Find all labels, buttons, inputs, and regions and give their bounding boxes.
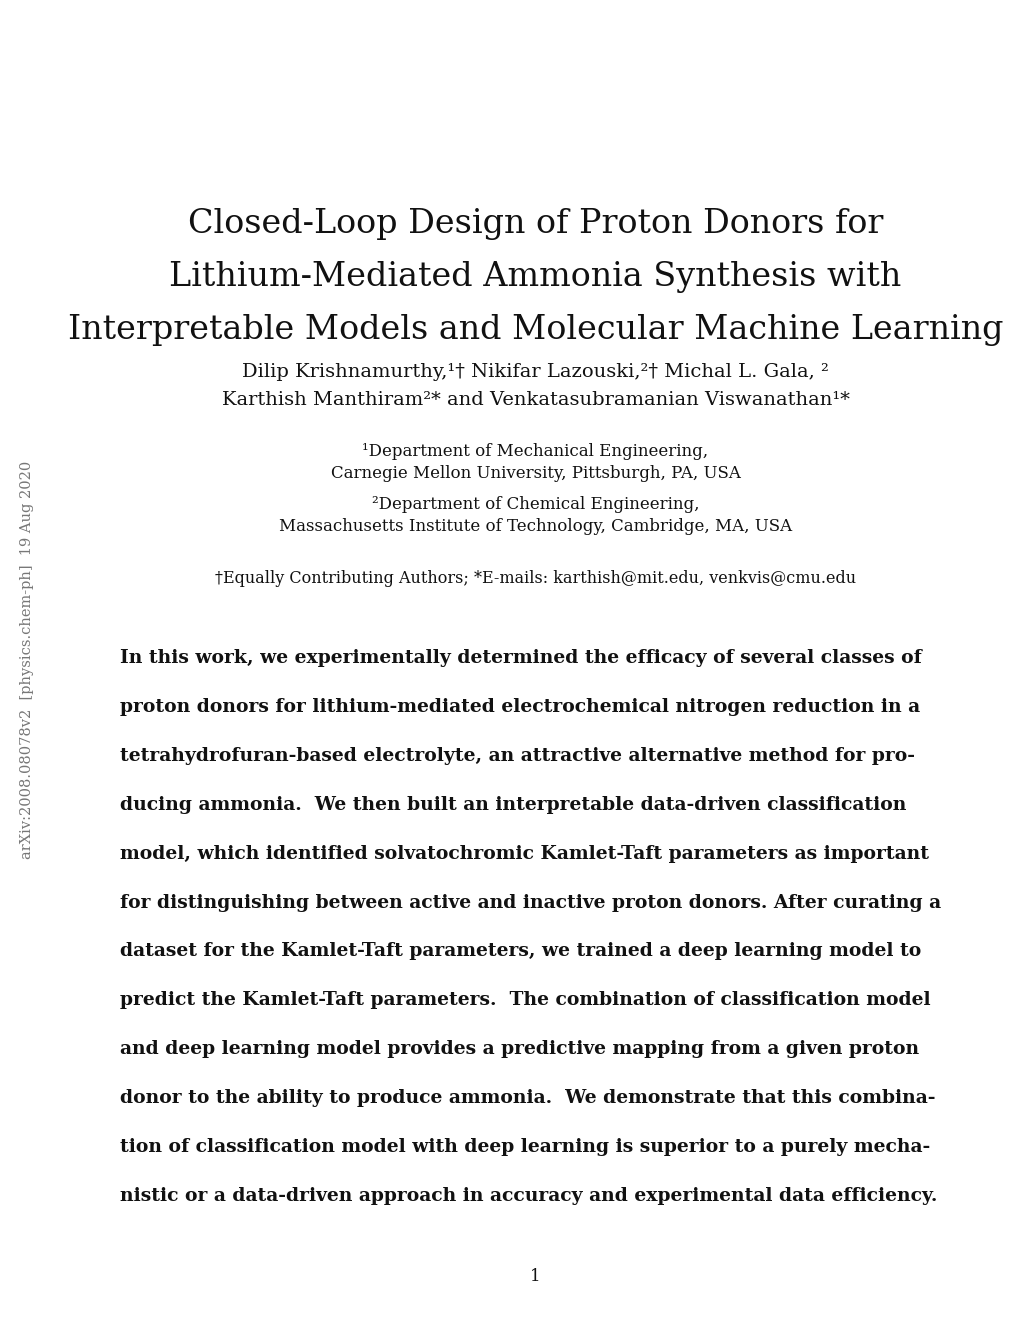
Text: arXiv:2008.08078v2  [physics.chem-ph]  19 Aug 2020: arXiv:2008.08078v2 [physics.chem-ph] 19 …: [19, 461, 34, 859]
Text: In this work, we experimentally determined the efficacy of several classes of: In this work, we experimentally determin…: [120, 649, 921, 668]
Text: tion of classification model with deep learning is superior to a purely mecha-: tion of classification model with deep l…: [120, 1138, 929, 1156]
Text: proton donors for lithium-mediated electrochemical nitrogen reduction in a: proton donors for lithium-mediated elect…: [120, 698, 919, 717]
Text: 1: 1: [530, 1269, 540, 1284]
Text: and deep learning model provides a predictive mapping from a given proton: and deep learning model provides a predi…: [120, 1040, 918, 1059]
Text: Dilip Krishnamurthy,¹† Nikifar Lazouski,²† Michal L. Gala, ²: Dilip Krishnamurthy,¹† Nikifar Lazouski,…: [242, 363, 828, 381]
Text: †Equally Contributing Authors; *E-mails: karthish@mit.edu, venkvis@cmu.edu: †Equally Contributing Authors; *E-mails:…: [215, 570, 855, 586]
Text: Lithium-Mediated Ammonia Synthesis with: Lithium-Mediated Ammonia Synthesis with: [169, 261, 901, 293]
Text: Karthish Manthiram²* and Venkatasubramanian Viswanathan¹*: Karthish Manthiram²* and Venkatasubraman…: [221, 391, 849, 409]
Text: Massachusetts Institute of Technology, Cambridge, MA, USA: Massachusetts Institute of Technology, C…: [278, 519, 792, 535]
Text: ²Department of Chemical Engineering,: ²Department of Chemical Engineering,: [371, 496, 699, 512]
Text: predict the Kamlet-Taft parameters.  The combination of classification model: predict the Kamlet-Taft parameters. The …: [120, 991, 930, 1010]
Text: dataset for the Kamlet-Taft parameters, we trained a deep learning model to: dataset for the Kamlet-Taft parameters, …: [120, 942, 921, 961]
Text: donor to the ability to produce ammonia.  We demonstrate that this combina-: donor to the ability to produce ammonia.…: [120, 1089, 935, 1107]
Text: nistic or a data-driven approach in accuracy and experimental data efficiency.: nistic or a data-driven approach in accu…: [120, 1187, 936, 1205]
Text: for distinguishing between active and inactive proton donors. After curating a: for distinguishing between active and in…: [120, 894, 941, 912]
Text: Closed-Loop Design of Proton Donors for: Closed-Loop Design of Proton Donors for: [187, 209, 882, 240]
Text: ducing ammonia.  We then built an interpretable data-driven classification: ducing ammonia. We then built an interpr…: [120, 796, 906, 814]
Text: model, which identified solvatochromic Kamlet-Taft parameters as important: model, which identified solvatochromic K…: [120, 845, 928, 863]
Text: ¹Department of Mechanical Engineering,: ¹Department of Mechanical Engineering,: [362, 444, 708, 459]
Text: tetrahydrofuran-based electrolyte, an attractive alternative method for pro-: tetrahydrofuran-based electrolyte, an at…: [120, 747, 914, 766]
Text: Carnegie Mellon University, Pittsburgh, PA, USA: Carnegie Mellon University, Pittsburgh, …: [330, 466, 740, 482]
Text: Interpretable Models and Molecular Machine Learning: Interpretable Models and Molecular Machi…: [67, 314, 1003, 346]
